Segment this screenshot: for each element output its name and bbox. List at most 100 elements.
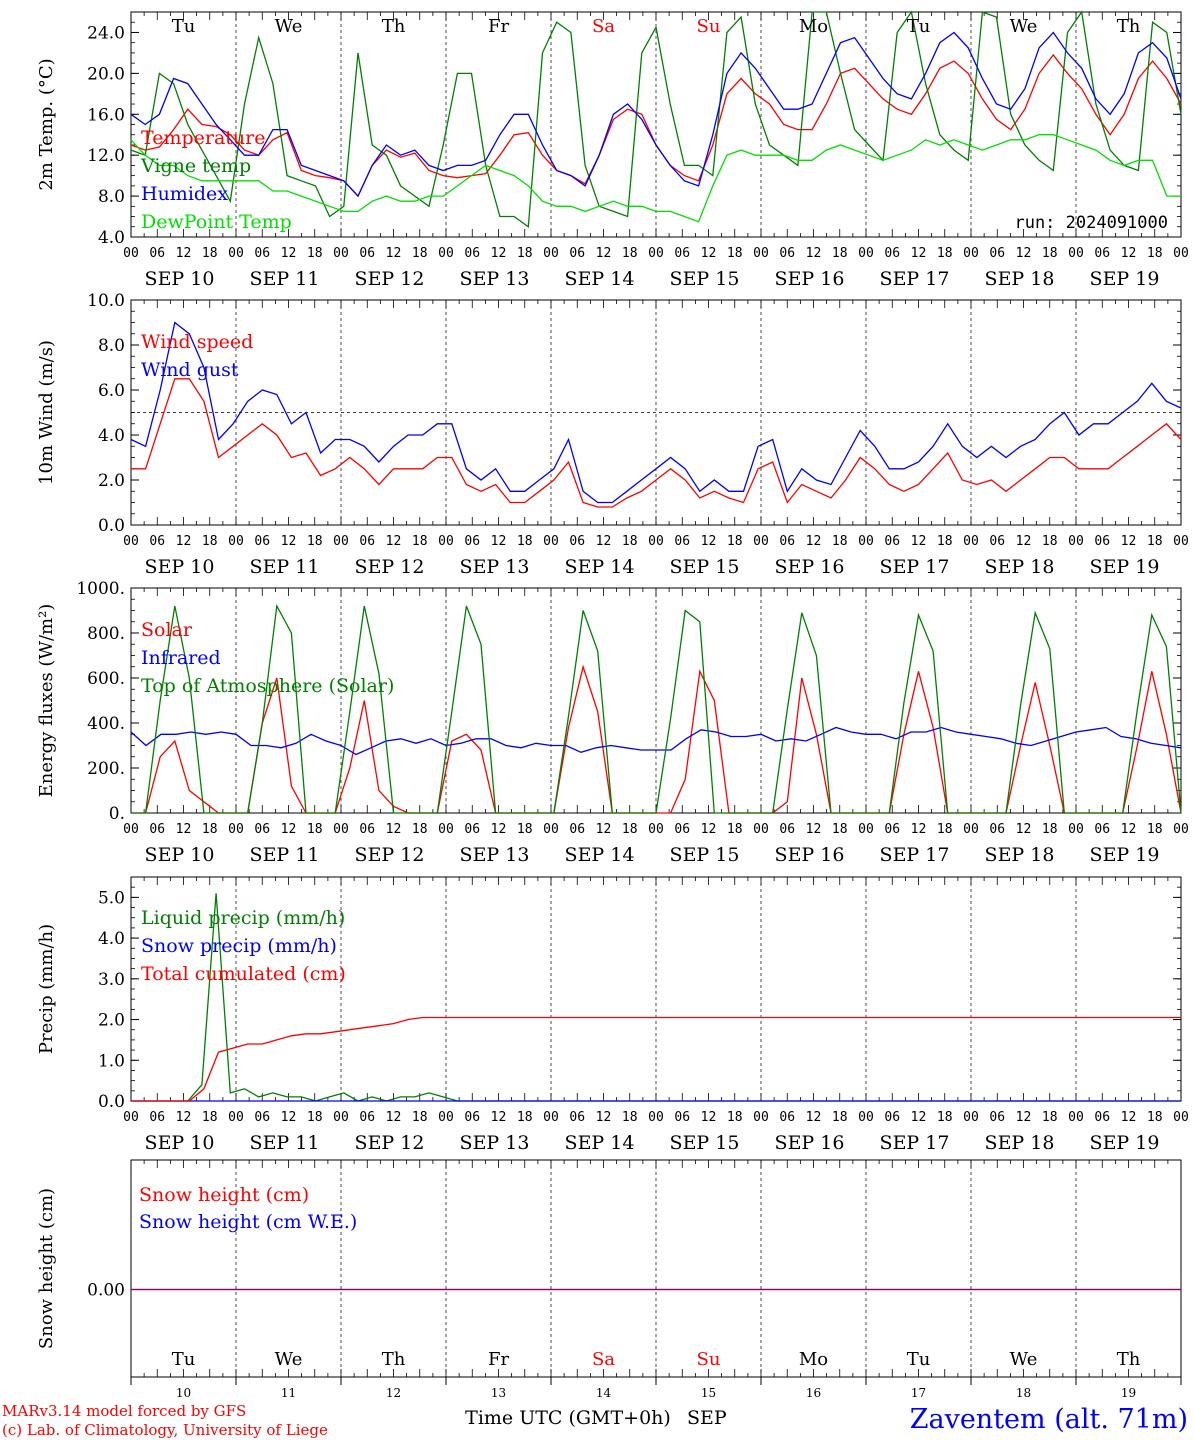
series-line-dewpoint-temp (130, 134, 1181, 223)
x-hour-label: 18 (202, 822, 218, 837)
x-hour-label: 00 (228, 822, 244, 837)
x-hour-label: 12 (281, 534, 297, 549)
x-hour-label: 06 (674, 534, 690, 549)
x-date-label: SEP 11 (250, 1132, 320, 1154)
x-hour-label: 00 (648, 246, 664, 261)
x-date-label: SEP 10 (145, 1132, 215, 1154)
x-hour-label: 12 (176, 534, 192, 549)
x-hour-label: 00 (963, 822, 979, 837)
weekday-label: We (275, 1349, 303, 1370)
x-hour-label: 12 (806, 534, 822, 549)
weekday-label: We (1010, 1349, 1038, 1370)
series-line-humidex (130, 31, 1182, 198)
x-date-label: SEP 13 (460, 268, 530, 290)
day-number-label: 16 (806, 1386, 821, 1400)
x-hour-label: 18 (832, 534, 848, 549)
legend-entry: Infrared (141, 647, 221, 669)
x-hour-label: 00 (123, 246, 139, 261)
y-tick-label: 2.0 (98, 471, 125, 491)
x-date-label: SEP 12 (355, 1132, 425, 1154)
x-hour-label: 18 (727, 1110, 743, 1125)
x-hour-label: 18 (832, 822, 848, 837)
x-hour-label: 00 (123, 534, 139, 549)
x-hour-label: 18 (622, 246, 638, 261)
x-hour-label: 12 (176, 246, 192, 261)
x-hour-label: 00 (1173, 534, 1189, 549)
x-hour-label: 06 (569, 822, 585, 837)
x-date-label: SEP 15 (670, 268, 740, 290)
x-hour-label: 06 (254, 822, 270, 837)
x-hour-label: 12 (281, 822, 297, 837)
x-hour-label: 18 (1042, 246, 1058, 261)
weekday-label: Su (697, 1349, 721, 1370)
y-tick-label: 1.0 (98, 1051, 125, 1071)
x-hour-label: 06 (884, 246, 900, 261)
weekday-label: Th (1117, 16, 1141, 37)
station-title: Zaventem (alt. 71m) (910, 1404, 1188, 1435)
x-hour-label: 18 (937, 246, 953, 261)
x-hour-label: 18 (307, 534, 323, 549)
x-hour-label: 00 (228, 246, 244, 261)
x-date-label: SEP 14 (565, 1132, 635, 1154)
weekday-label: Sa (592, 1349, 615, 1370)
x-hour-label: 18 (937, 534, 953, 549)
legend-entry: Wind speed (141, 331, 253, 353)
y-tick-label: 0.00 (87, 1281, 125, 1301)
x-hour-label: 18 (727, 534, 743, 549)
x-hour-label: 12 (806, 246, 822, 261)
x-hour-label: 12 (491, 822, 507, 837)
y-tick-label: 10.0 (87, 291, 125, 311)
x-date-label: SEP 13 (460, 556, 530, 578)
x-hour-label: 06 (1094, 246, 1110, 261)
run-label: run: 2024091000 (1014, 213, 1168, 233)
x-hour-label: 18 (202, 1110, 218, 1125)
series-line-infrared (130, 726, 1182, 756)
x-hour-label: 06 (569, 1110, 585, 1125)
x-hour-label: 00 (1173, 246, 1189, 261)
x-hour-label: 00 (543, 1110, 559, 1125)
x-hour-label: 00 (438, 534, 454, 549)
weekday-label: Fr (488, 16, 509, 37)
x-date-label: SEP 19 (1090, 844, 1160, 866)
x-date-label: SEP 11 (250, 268, 320, 290)
x-hour-label: 00 (753, 1110, 769, 1125)
x-hour-label: 18 (727, 822, 743, 837)
y-tick-label: 20.0 (87, 64, 125, 84)
x-hour-label: 00 (438, 1110, 454, 1125)
x-hour-label: 06 (674, 246, 690, 261)
x-hour-label: 18 (517, 822, 533, 837)
x-date-label: SEP 13 (460, 844, 530, 866)
x-date-label: SEP 16 (775, 556, 845, 578)
x-date-label: SEP 17 (880, 268, 950, 290)
x-date-label: SEP 12 (355, 844, 425, 866)
x-hour-label: 06 (464, 246, 480, 261)
x-hour-label: 18 (202, 246, 218, 261)
legend-entry: Snow height (cm) (139, 1184, 309, 1206)
series-line-vigne-temp (130, 10, 1182, 229)
x-hour-label: 12 (491, 534, 507, 549)
x-hour-label: 00 (1068, 1110, 1084, 1125)
x-date-label: SEP 15 (670, 1132, 740, 1154)
x-hour-label: 00 (123, 1110, 139, 1125)
x-hour-label: 18 (412, 246, 428, 261)
x-hour-label: 00 (543, 822, 559, 837)
x-hour-label: 00 (438, 822, 454, 837)
x-hour-label: 12 (911, 822, 927, 837)
x-hour-label: 18 (517, 246, 533, 261)
x-hour-label: 00 (333, 822, 349, 837)
x-hour-label: 00 (1173, 1110, 1189, 1125)
x-hour-label: 00 (648, 822, 664, 837)
x-hour-label: 12 (1121, 534, 1137, 549)
x-hour-label: 12 (701, 534, 717, 549)
x-hour-label: 06 (779, 822, 795, 837)
y-axis-label: Energy fluxes (W/m²) (36, 604, 57, 798)
plot-frame (130, 11, 1182, 238)
x-hour-label: 06 (674, 1110, 690, 1125)
x-hour-label: 00 (1068, 246, 1084, 261)
x-hour-label: 18 (412, 534, 428, 549)
day-number-label: 11 (281, 1386, 296, 1400)
x-date-label: SEP 19 (1090, 556, 1160, 578)
chart-panel-temperature: 4.0 8.0 12.0 16.0 20.0 24.0 2m Temp. (°C) Tempe… (36, 10, 1189, 290)
x-hour-label: 12 (1121, 1110, 1137, 1125)
weekday-label: We (275, 16, 303, 37)
